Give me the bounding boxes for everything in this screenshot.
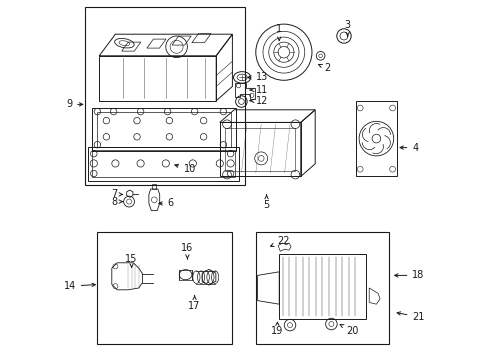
Bar [98,232,232,344]
Text: 2: 2 [318,63,330,73]
Text: 19: 19 [271,322,284,336]
Bar [179,270,192,280]
Bar [279,254,366,319]
Text: 17: 17 [189,296,201,311]
Text: 11: 11 [250,85,268,95]
Bar [92,108,236,151]
Text: 9: 9 [66,99,83,109]
Text: 20: 20 [340,324,358,336]
Bar [152,184,156,189]
Bar [85,7,245,185]
Bar [88,147,239,181]
Bar [256,232,389,344]
Text: 1: 1 [276,24,282,40]
Text: 12: 12 [250,96,268,106]
Text: 6: 6 [159,198,174,208]
Text: 22: 22 [270,236,290,247]
Bar [356,101,397,176]
Text: 13: 13 [248,72,268,82]
Text: 16: 16 [181,243,194,259]
Text: 8: 8 [111,197,123,207]
Text: 4: 4 [400,143,418,153]
Text: 5: 5 [264,195,270,210]
Text: 21: 21 [397,312,425,322]
Bar [225,128,295,171]
Text: 10: 10 [175,164,196,174]
Text: 15: 15 [125,254,138,267]
Text: 18: 18 [394,270,425,280]
Text: 3: 3 [344,20,351,36]
Bar [98,112,231,147]
Bar [92,150,235,177]
Text: 7: 7 [111,189,123,199]
Text: 14: 14 [64,281,96,291]
